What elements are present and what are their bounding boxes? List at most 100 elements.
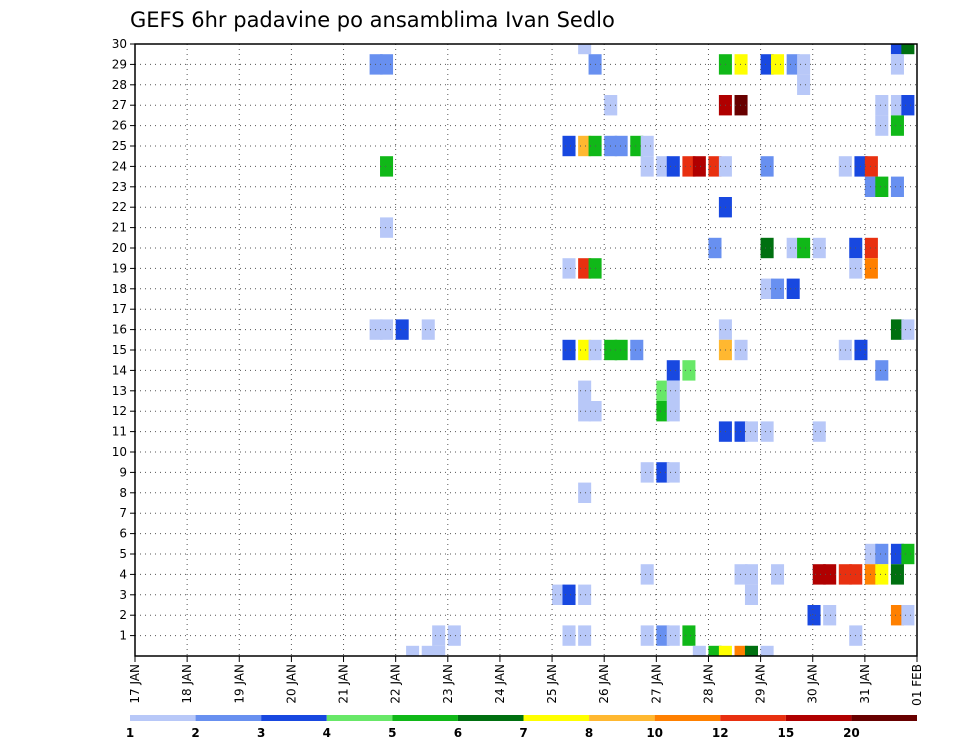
y-tick-label: 21: [112, 221, 127, 235]
data-cell: [875, 176, 889, 197]
data-cell: [807, 605, 821, 626]
data-cell: [666, 380, 680, 401]
data-cell: [760, 237, 774, 259]
data-cell: [708, 237, 722, 259]
data-cell: [380, 156, 394, 177]
data-cell: [864, 564, 878, 585]
data-cell: [901, 605, 915, 626]
data-cell: [875, 360, 889, 381]
data-cell: [875, 564, 889, 585]
data-cell: [797, 74, 811, 95]
data-cell: [708, 156, 722, 177]
colorbar-label: 15: [777, 726, 794, 740]
data-cell: [771, 54, 785, 75]
data-cell: [562, 584, 576, 605]
data-cell: [578, 339, 592, 361]
data-cell: [380, 319, 394, 340]
x-tick-label: 24 JAN: [493, 664, 507, 704]
x-tick-label: 31 JAN: [858, 664, 872, 704]
y-tick-label: 29: [112, 57, 127, 71]
chart-title: GEFS 6hr padavine po ansamblima Ivan Sed…: [130, 8, 615, 32]
data-cell: [875, 95, 889, 116]
y-tick-label: 27: [112, 98, 127, 112]
y-tick-label: 14: [112, 363, 127, 377]
colorbar-label: 6: [454, 726, 462, 740]
y-tick-label: 9: [119, 465, 127, 479]
data-cell: [447, 625, 461, 646]
colorbar-label: 7: [519, 726, 527, 740]
data-cell: [734, 421, 748, 442]
data-cell: [812, 421, 826, 442]
data-cell: [864, 543, 878, 565]
colorbar-swatch: [195, 715, 262, 721]
data-cell: [656, 462, 670, 483]
y-tick-label: 8: [119, 486, 127, 500]
y-tick-label: 17: [112, 302, 127, 316]
colorbar-label: 20: [843, 726, 860, 740]
data-cell: [708, 645, 722, 656]
data-cell: [864, 258, 878, 279]
colorbar-swatch: [261, 715, 327, 721]
colorbar-label: 2: [191, 726, 199, 740]
data-cell: [614, 135, 628, 157]
data-cell: [901, 543, 915, 565]
data-cell: [666, 462, 680, 483]
x-tick-label: 21 JAN: [337, 664, 351, 704]
data-cell: [760, 54, 774, 75]
colorbar-swatch: [785, 715, 852, 721]
data-cell: [640, 564, 654, 585]
data-cell: [890, 44, 904, 55]
y-tick-label: 6: [119, 527, 127, 541]
data-cells: [369, 44, 915, 656]
data-cell: [734, 645, 748, 656]
data-cell: [771, 564, 785, 585]
y-tick-label: 11: [112, 425, 127, 439]
colorbar-swatch: [326, 715, 393, 721]
y-tick-label: 15: [112, 343, 127, 357]
data-cell: [692, 645, 706, 656]
colorbar-swatch: [720, 715, 786, 721]
data-cell: [890, 605, 904, 626]
data-cell: [760, 278, 774, 299]
data-cell: [656, 156, 670, 177]
colorbar-swatch: [654, 715, 721, 721]
data-cell: [432, 645, 446, 656]
data-cell: [812, 237, 826, 259]
colorbar-swatch: [457, 715, 524, 721]
data-cell: [760, 156, 774, 177]
data-cell: [786, 278, 800, 299]
data-cell: [666, 360, 680, 381]
y-tick-label: 19: [112, 261, 127, 275]
data-cell: [369, 319, 383, 340]
colorbar-label: 12: [712, 726, 729, 740]
data-cell: [797, 237, 811, 259]
data-cell: [682, 156, 696, 177]
colorbar-swatch: [589, 715, 655, 721]
data-cell: [890, 115, 904, 136]
data-cell: [890, 54, 904, 75]
data-cell: [682, 360, 696, 381]
y-tick-label: 26: [112, 119, 127, 133]
data-cell: [562, 625, 576, 646]
data-cell: [864, 237, 878, 259]
y-tick-label: 12: [112, 404, 127, 418]
y-tick-label: 22: [112, 200, 127, 214]
data-cell: [734, 339, 748, 361]
data-cell: [640, 156, 654, 177]
data-cell: [406, 645, 420, 656]
data-cell: [640, 462, 654, 483]
grid-lines: [135, 43, 917, 656]
data-cell: [421, 319, 435, 340]
colorbar-label: 1: [126, 726, 134, 740]
colorbar-label: 5: [388, 726, 396, 740]
data-cell: [578, 135, 592, 157]
y-tick-label: 18: [112, 282, 127, 296]
data-cell: [640, 135, 654, 157]
data-cell: [901, 319, 915, 340]
x-tick-label: 18 JAN: [180, 664, 194, 704]
data-cell: [682, 625, 696, 646]
data-cell: [744, 645, 758, 656]
colorbar-swatch: [851, 715, 917, 721]
data-cell: [395, 319, 409, 340]
